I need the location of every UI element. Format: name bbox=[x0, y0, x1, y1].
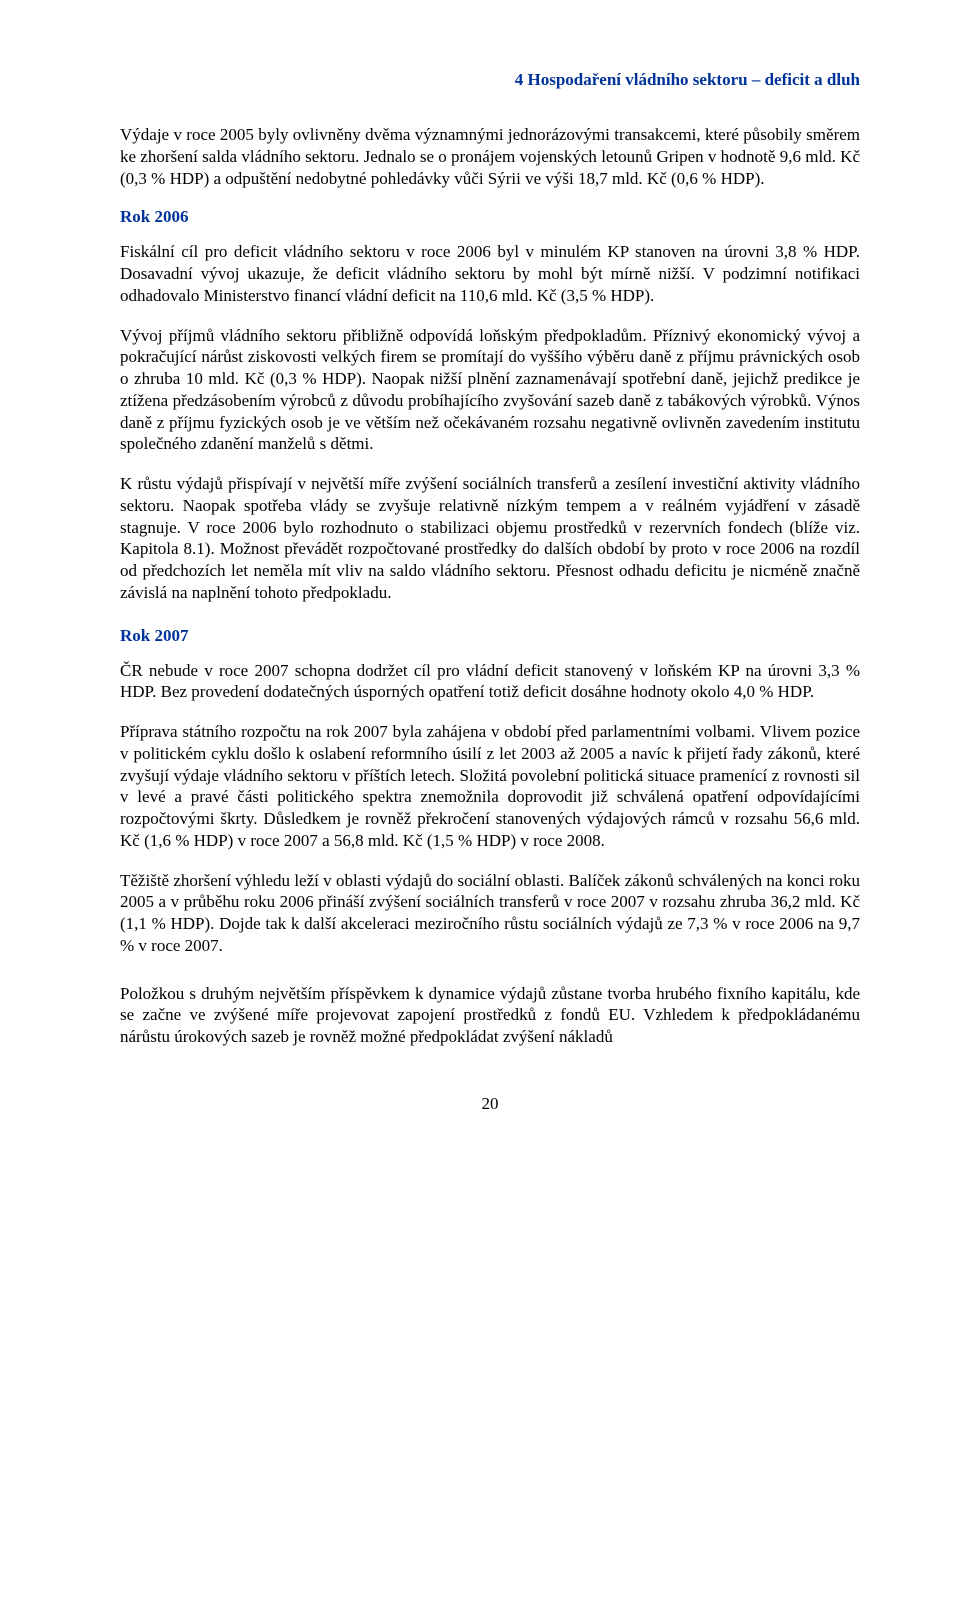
paragraph-2006-c: K růstu výdajů přispívají v největší míř… bbox=[120, 473, 860, 604]
heading-rok-2006: Rok 2006 bbox=[120, 207, 860, 227]
paragraph-2007-d: Položkou s druhým největším příspěvkem k… bbox=[120, 983, 860, 1048]
paragraph-2007-b: Příprava státního rozpočtu na rok 2007 b… bbox=[120, 721, 860, 852]
paragraph-2007-a: ČR nebude v roce 2007 schopna dodržet cí… bbox=[120, 660, 860, 704]
paragraph-2006-b: Vývoj příjmů vládního sektoru přibližně … bbox=[120, 325, 860, 456]
page-container: 4 Hospodaření vládního sektoru – deficit… bbox=[0, 0, 960, 1174]
page-number: 20 bbox=[120, 1094, 860, 1114]
paragraph-intro: Výdaje v roce 2005 byly ovlivněny dvěma … bbox=[120, 124, 860, 189]
running-head: 4 Hospodaření vládního sektoru – deficit… bbox=[120, 70, 860, 90]
paragraph-2006-a: Fiskální cíl pro deficit vládního sektor… bbox=[120, 241, 860, 306]
heading-rok-2007: Rok 2007 bbox=[120, 626, 860, 646]
paragraph-2007-c: Těžiště zhoršení výhledu leží v oblasti … bbox=[120, 870, 860, 957]
